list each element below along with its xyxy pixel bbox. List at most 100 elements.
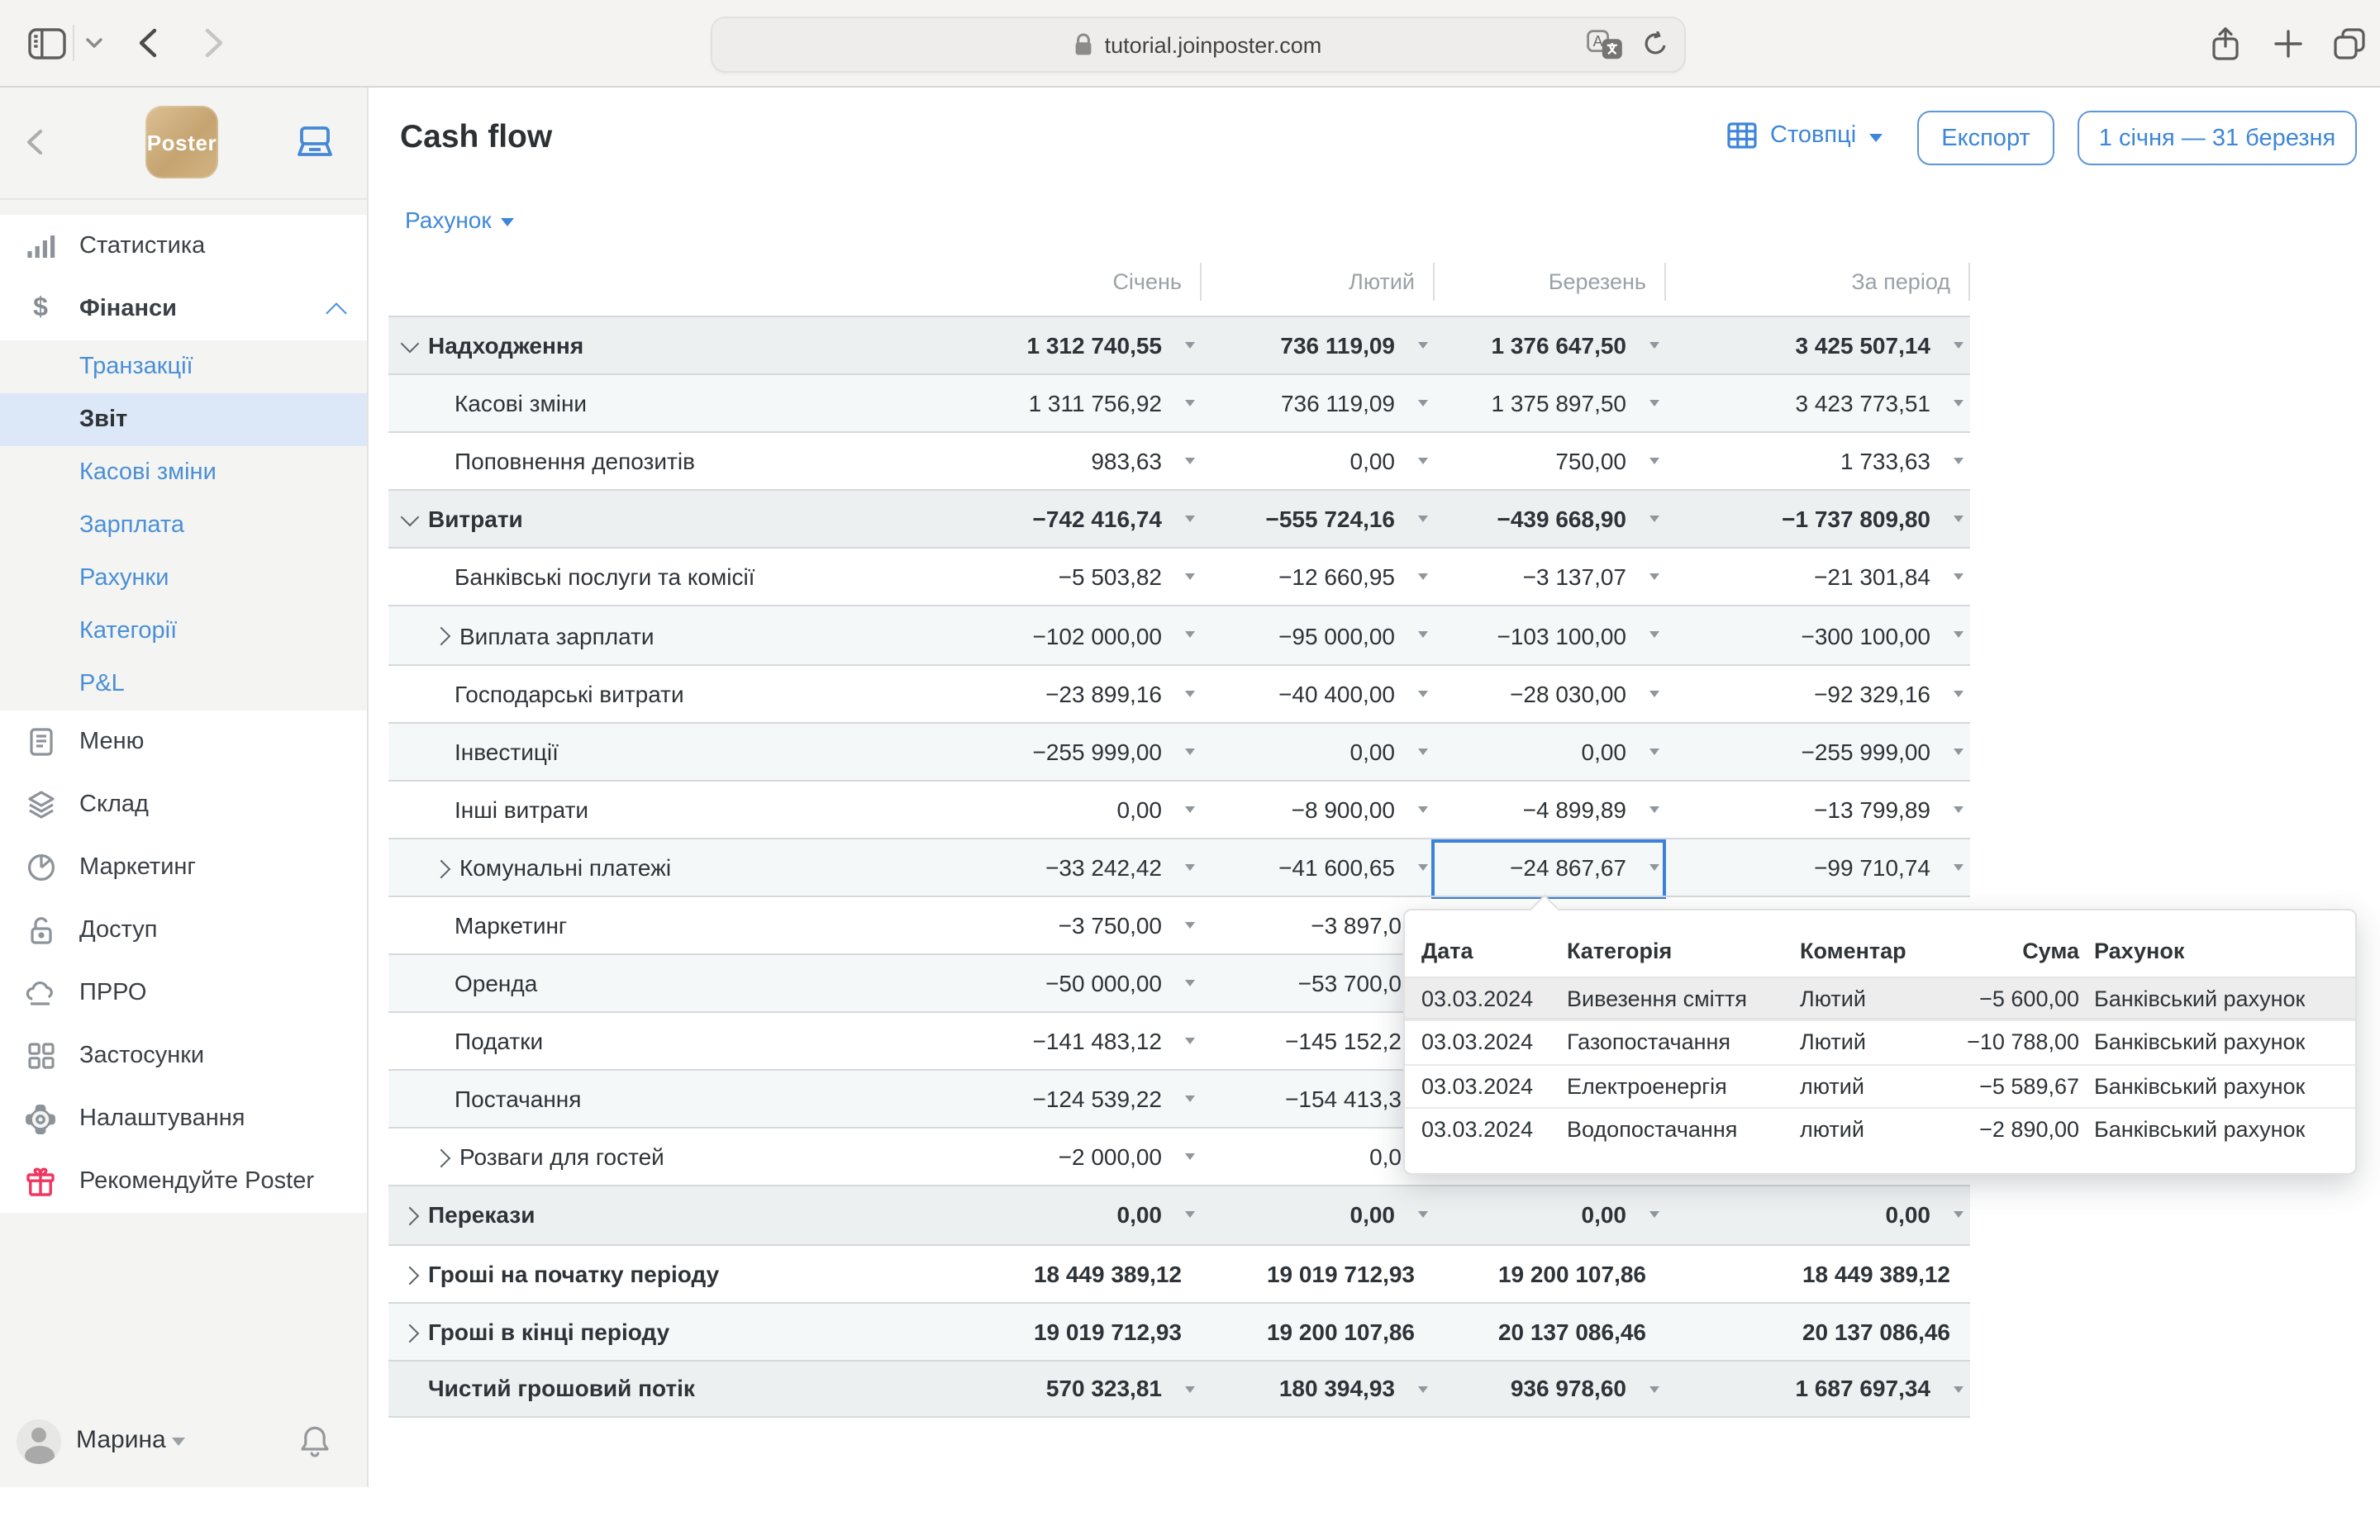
value-cell[interactable]: −92 329,16 [1666,665,1970,721]
popup-transaction-row[interactable]: 03.03.2024 Вивезення сміття Лютий −5 600,00… [1405,977,2355,1020]
value-cell[interactable]: 936 978,60 [1435,1361,1666,1415]
columns-button[interactable]: Стовпці [1727,122,1883,149]
value-cell[interactable]: 750,00 [1435,433,1666,489]
row-expanded-chevron-icon[interactable] [400,334,420,354]
cell-dropdown-caret-icon[interactable] [1418,1386,1428,1393]
cell-dropdown-caret-icon[interactable] [1185,342,1195,349]
value-cell[interactable]: 1 311 756,92 [970,375,1202,431]
row-label-cell[interactable]: Надходження [388,317,970,373]
row-expanded-chevron-icon[interactable] [400,508,420,527]
sidebar-item-застосунки[interactable]: Застосунки [0,1024,367,1087]
cell-dropdown-caret-icon[interactable] [1185,690,1195,697]
value-cell[interactable]: −3 137,07 [1435,549,1666,606]
cell-dropdown-caret-icon[interactable] [1649,458,1659,465]
column-header[interactable]: Лютий [1202,256,1435,307]
cell-dropdown-caret-icon[interactable] [1954,400,1963,407]
cell-dropdown-caret-icon[interactable] [1185,921,1195,929]
value-cell[interactable]: −95 000,00 [1202,607,1435,663]
cell-dropdown-caret-icon[interactable] [1185,863,1195,871]
value-cell[interactable]: 0,00 [1435,723,1666,779]
value-cell[interactable]: −3 897,0 [1202,897,1435,953]
row-label-cell[interactable]: Перекази [388,1187,970,1243]
value-cell[interactable]: −145 152,2 [1202,1013,1435,1069]
value-cell[interactable]: 19 019 712,93 [970,1303,1202,1359]
sidebar-item-транзакції[interactable]: Транзакції [0,340,367,393]
section-collapse-chevron-icon[interactable] [326,302,347,324]
cell-dropdown-caret-icon[interactable] [1954,806,1963,813]
value-cell[interactable]: 0,00 [1666,1187,1970,1243]
address-bar[interactable]: tutorial.joinposter.com A [711,17,1686,73]
reload-icon[interactable] [1643,31,1668,58]
value-cell[interactable]: −4 899,89 [1435,782,1666,838]
row-label-cell[interactable]: Господарські витрати [388,665,970,721]
value-cell[interactable]: −103 100,00 [1435,607,1666,663]
cell-dropdown-caret-icon[interactable] [1418,573,1428,581]
cell-dropdown-caret-icon[interactable] [1418,863,1428,871]
value-cell[interactable]: −8 900,00 [1202,782,1435,838]
value-cell[interactable]: 19 019 712,93 [1202,1245,1435,1301]
cell-dropdown-caret-icon[interactable] [1649,516,1659,523]
forward-button-icon[interactable] [200,0,226,86]
value-cell[interactable]: 0,00 [970,782,1202,838]
value-cell[interactable]: −102 000,00 [970,607,1202,663]
value-cell[interactable]: −21 301,84 [1666,549,1970,606]
row-collapsed-chevron-icon[interactable] [400,1207,420,1227]
sidebar-item-категорії[interactable]: Категорії [0,605,367,658]
row-label-cell[interactable]: Розваги для гостей [388,1129,970,1186]
cell-dropdown-caret-icon[interactable] [1418,516,1428,523]
column-header[interactable]: Березень [1435,256,1666,307]
sidebar-toggle-icon[interactable] [23,0,69,86]
cell-dropdown-caret-icon[interactable] [1185,458,1195,465]
cell-dropdown-caret-icon[interactable] [1649,1211,1659,1219]
tab-overview-icon[interactable] [2330,0,2367,86]
row-collapsed-chevron-icon[interactable] [431,627,451,647]
cell-dropdown-caret-icon[interactable] [1418,690,1428,697]
share-icon[interactable] [2208,0,2241,86]
export-button[interactable]: Експорт [1917,111,2054,165]
cell-dropdown-caret-icon[interactable] [1418,458,1428,465]
cell-dropdown-caret-icon[interactable] [1649,863,1659,871]
column-header[interactable]: За період [1666,256,1970,307]
cell-dropdown-caret-icon[interactable] [1418,400,1428,407]
row-label-cell[interactable]: Виплата зарплати [388,607,970,663]
poster-logo[interactable]: Poster [145,106,218,178]
toolbar-chevron-down-icon[interactable] [81,0,107,86]
value-cell[interactable]: 736 119,09 [1202,375,1435,431]
cell-dropdown-caret-icon[interactable] [1954,458,1963,465]
cell-dropdown-caret-icon[interactable] [1649,1386,1659,1393]
sidebar-item-налаштування[interactable]: Налаштування [0,1087,367,1150]
cell-dropdown-caret-icon[interactable] [1185,400,1195,407]
cell-dropdown-caret-icon[interactable] [1418,1211,1428,1219]
value-cell[interactable]: 0,00 [1202,1187,1435,1243]
popup-transaction-row[interactable]: 03.03.2024 Газопостачання Лютий −10 788,00 Б… [1405,1020,2355,1064]
row-label-cell[interactable]: Чистий грошовий потік [388,1361,970,1415]
sidebar-item-прро[interactable]: ПРРО [0,962,367,1024]
pos-terminal-icon[interactable] [294,126,336,160]
row-collapsed-chevron-icon[interactable] [431,859,451,879]
row-label-cell[interactable]: Оренда [388,955,970,1011]
value-cell[interactable]: −300 100,00 [1666,607,1970,663]
row-collapsed-chevron-icon[interactable] [400,1323,420,1343]
sidebar-item-маркетинг[interactable]: Маркетинг [0,836,367,899]
sidebar-item-рекомендуйте-poster[interactable]: Рекомендуйте Poster [0,1150,367,1213]
cell-dropdown-caret-icon[interactable] [1418,342,1428,349]
value-cell[interactable]: 1 312 740,55 [970,317,1202,373]
value-cell[interactable]: 0,00 [1202,433,1435,489]
value-cell[interactable]: 983,63 [970,433,1202,489]
sidebar-item-фінанси[interactable]: $ Фінанси [0,278,367,340]
cell-dropdown-caret-icon[interactable] [1185,573,1195,581]
cell-dropdown-caret-icon[interactable] [1418,806,1428,813]
cell-dropdown-caret-icon[interactable] [1649,342,1659,349]
row-label-cell[interactable]: Касові зміни [388,375,970,431]
value-cell[interactable]: −5 503,82 [970,549,1202,606]
cell-dropdown-caret-icon[interactable] [1185,1386,1195,1393]
value-cell[interactable]: 1 376 647,50 [1435,317,1666,373]
value-cell[interactable]: −742 416,74 [970,492,1202,548]
value-cell[interactable]: −141 483,12 [970,1013,1202,1069]
value-cell[interactable]: 18 449 389,12 [970,1245,1202,1301]
cell-dropdown-caret-icon[interactable] [1185,516,1195,523]
cell-dropdown-caret-icon[interactable] [1185,806,1195,813]
cell-dropdown-caret-icon[interactable] [1954,1211,1963,1219]
cell-dropdown-caret-icon[interactable] [1954,863,1963,871]
value-cell[interactable]: 0,00 [1435,1187,1666,1243]
